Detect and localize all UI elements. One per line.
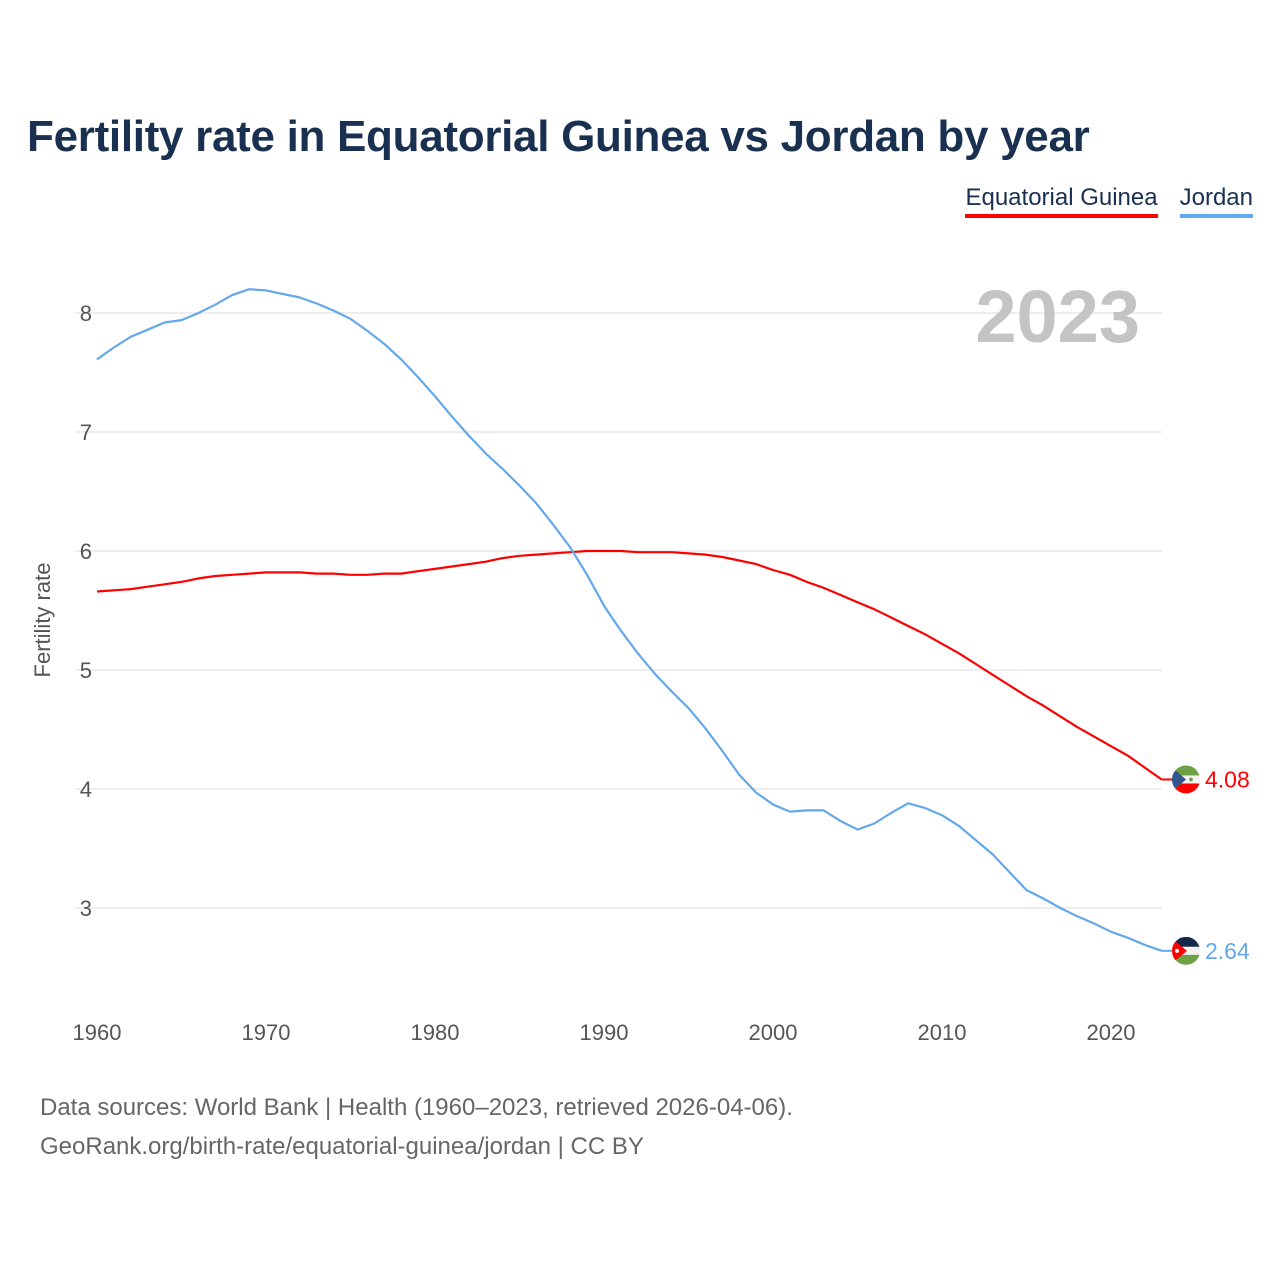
y-tick-label: 8 [80,301,92,326]
legend-item-jordan[interactable]: Jordan [1179,184,1253,218]
footer-link[interactable]: GeoRank.org/birth-rate/equatorial-guinea… [40,1133,644,1160]
year-annotation: 2023 [975,275,1140,358]
y-tick-label: 5 [80,658,92,683]
y-tick-label: 7 [80,420,92,445]
chart-title: Fertility rate in Equatorial Guinea vs J… [27,112,1090,161]
series-line-equatorial-guinea [96,549,1163,781]
x-tick-label: 1980 [411,1020,460,1045]
series-line-jordan [96,288,1163,952]
flag-equatorial-guinea-icon [1172,765,1200,794]
y-tick-label: 4 [80,777,92,802]
end-value-label: 4.08 [1205,766,1250,792]
legend-item-equatorial-guinea[interactable]: Equatorial Guinea [965,184,1158,218]
y-tick-label: 3 [80,896,92,921]
footer-source: Data sources: World Bank | Health (1960–… [40,1094,793,1121]
x-tick-label: 1970 [242,1020,291,1045]
flag-jordan-icon [1172,936,1200,965]
footer: Data sources: World Bank | Health (1960–… [40,1088,793,1166]
x-tick-label: 2000 [749,1020,798,1045]
x-tick-label: 1990 [580,1020,629,1045]
y-tick-label: 6 [80,539,92,564]
x-tick-label: 1960 [73,1020,122,1045]
legend: Equatorial Guinea Jordan [965,184,1253,218]
x-tick-label: 2020 [1087,1020,1136,1045]
x-tick-label: 2010 [918,1020,967,1045]
y-axis-label: Fertility rate [30,563,55,678]
end-value-label: 2.64 [1205,938,1250,964]
